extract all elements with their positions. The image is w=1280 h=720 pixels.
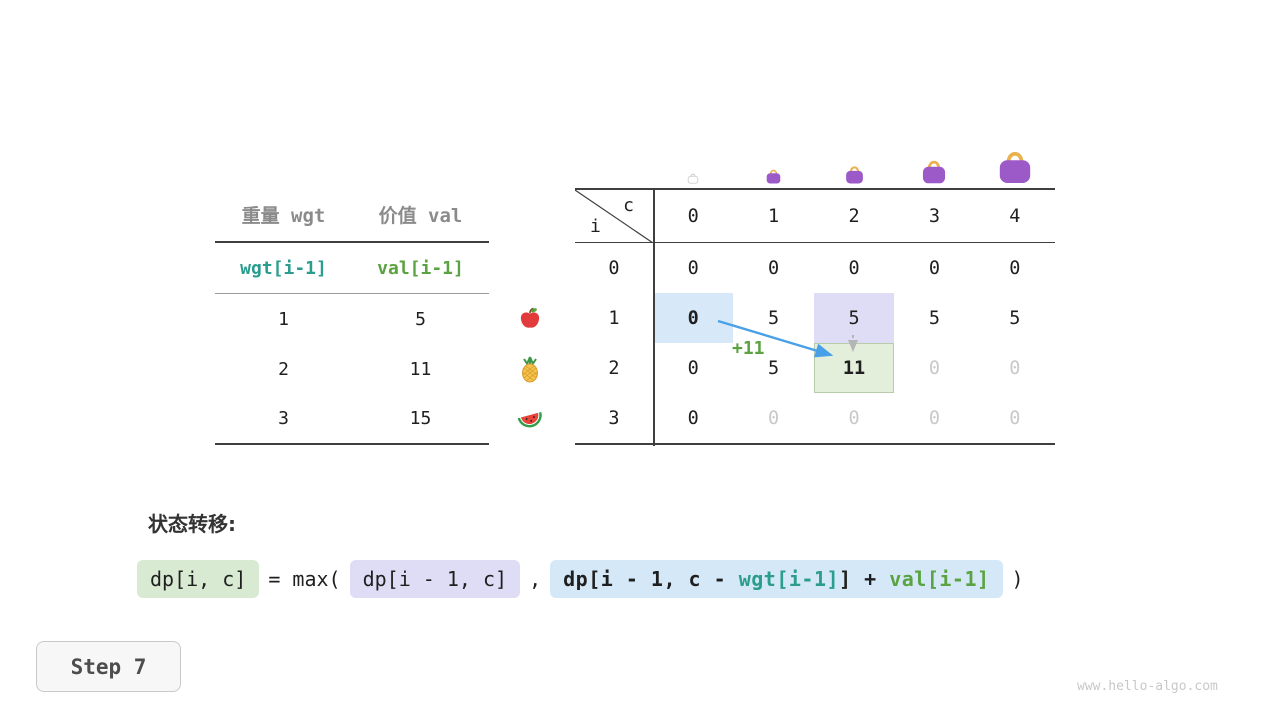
dp-row-3: 3 0 0 0 0 0 — [575, 393, 1055, 445]
dp-cell-2-2: 11 — [813, 343, 895, 393]
items-table: 重量 wgt 价值 val wgt[i-1] val[i-1] 1 5 2 11… — [215, 188, 489, 445]
capacity-bags-row — [653, 136, 1055, 186]
dp-cell-1-0: 0 — [653, 293, 734, 343]
take-term-prefix: dp[i - 1, c - — [563, 567, 739, 591]
dp-col-header-2: 2 — [848, 205, 860, 227]
dp-table-vertical-divider — [653, 188, 655, 446]
dp-cell-0-2: 0 — [848, 257, 860, 279]
item-2-value: 11 — [409, 358, 432, 380]
corner-label-c: c — [623, 195, 634, 216]
item-row-3: 3 15 — [215, 394, 489, 445]
formula-wgt: wgt[i-1] — [240, 257, 327, 279]
dp-row-0: 0 0 0 0 0 0 — [575, 243, 1055, 293]
step-badge: Step 7 — [36, 641, 181, 692]
dp-row-1: 1 0 5 5 5 5 — [575, 293, 1055, 343]
dp-col-header-1: 1 — [768, 205, 780, 227]
bag-icon-capacity-1 — [733, 136, 813, 186]
max-operator: = max( — [268, 567, 341, 591]
dp-cell-3-1: 0 — [768, 407, 780, 429]
dp-col-header-4: 4 — [1009, 205, 1021, 227]
transition-heading: 状态转移: — [148, 512, 236, 536]
item-1-weight: 1 — [278, 308, 289, 330]
dp-row-header-3: 3 — [608, 407, 620, 429]
dp-cell-2-0: 0 — [687, 357, 699, 379]
bag-icon-capacity-3 — [894, 136, 974, 186]
comma-separator: , — [529, 567, 542, 591]
dp-cell-2-4: 0 — [1009, 357, 1021, 379]
item-3-weight: 3 — [278, 408, 289, 429]
dp-col-header-3: 3 — [928, 205, 940, 227]
bag-icon-capacity-2 — [814, 136, 894, 186]
arrow-gain-label: +11 — [732, 338, 765, 359]
apple-icon — [516, 306, 544, 334]
dp-corner-cell: c i — [575, 190, 653, 243]
corner-label-i: i — [590, 216, 601, 237]
header-value-label: 价值 val — [378, 205, 463, 227]
dp-cell-0-4: 0 — [1009, 257, 1021, 279]
dp-cell-1-1: 5 — [768, 307, 780, 329]
dp-cell-3-2: 0 — [848, 407, 860, 429]
dp-current-box: dp[i, c] — [137, 560, 260, 598]
dp-row-header-0: 0 — [608, 257, 620, 279]
items-table-formula-row: wgt[i-1] val[i-1] — [215, 243, 489, 294]
dp-cell-2-1: 5 — [768, 357, 780, 379]
watermelon-icon — [516, 409, 544, 435]
dp-row-header-2: 2 — [608, 357, 620, 379]
dp-cell-2-3: 0 — [928, 357, 940, 379]
take-term-wgt: wgt[i-1] — [738, 567, 840, 591]
closing-paren: ) — [1011, 567, 1024, 591]
bag-icon-capacity-4 — [975, 136, 1055, 186]
take-term-val: val[i-1] — [889, 567, 990, 591]
dp-cell-0-3: 0 — [928, 257, 940, 279]
item-3-value: 15 — [409, 408, 432, 429]
dp-cell-0-1: 0 — [768, 257, 780, 279]
item-row-2: 2 11 — [215, 344, 489, 394]
corner-diagonal-line — [575, 190, 653, 243]
item-1-value: 5 — [415, 308, 426, 330]
dp-left-term-box: dp[i - 1, c] — [349, 560, 521, 598]
pineapple-icon — [516, 356, 544, 387]
header-weight-label: 重量 wgt — [241, 205, 326, 227]
dp-header-row: c i 0 1 2 3 4 — [575, 190, 1055, 243]
item-row-1: 1 5 — [215, 294, 489, 344]
take-term-middle: ] + — [839, 567, 890, 591]
dp-cell-3-0: 0 — [687, 407, 699, 429]
item-2-weight: 2 — [278, 358, 289, 380]
dp-col-header-0: 0 — [687, 205, 699, 227]
watermark: www.hello-algo.com — [1077, 679, 1218, 694]
formula-val: val[i-1] — [377, 257, 464, 279]
dp-cell-1-3: 5 — [928, 307, 940, 329]
dp-cell-0-0: 0 — [687, 257, 699, 279]
dp-table: c i 0 1 2 3 4 0 0 0 0 0 0 1 0 5 5 5 5 2 — [575, 188, 1055, 445]
dp-cell-1-2: 5 — [813, 293, 895, 343]
bag-icon-capacity-0 — [653, 136, 733, 186]
dp-cell-1-4: 5 — [1009, 307, 1021, 329]
items-table-header: 重量 wgt 价值 val — [215, 188, 489, 243]
dp-cell-3-3: 0 — [928, 407, 940, 429]
dp-row-header-1: 1 — [608, 307, 620, 329]
dp-take-term-box: dp[i - 1, c - wgt[i-1]] + val[i-1] — [550, 560, 1003, 598]
dp-cell-3-4: 0 — [1009, 407, 1021, 429]
dp-row-2: 2 0 5 11 0 0 — [575, 343, 1055, 393]
transition-formula: dp[i, c] = max( dp[i - 1, c] , dp[i - 1,… — [137, 560, 1024, 598]
